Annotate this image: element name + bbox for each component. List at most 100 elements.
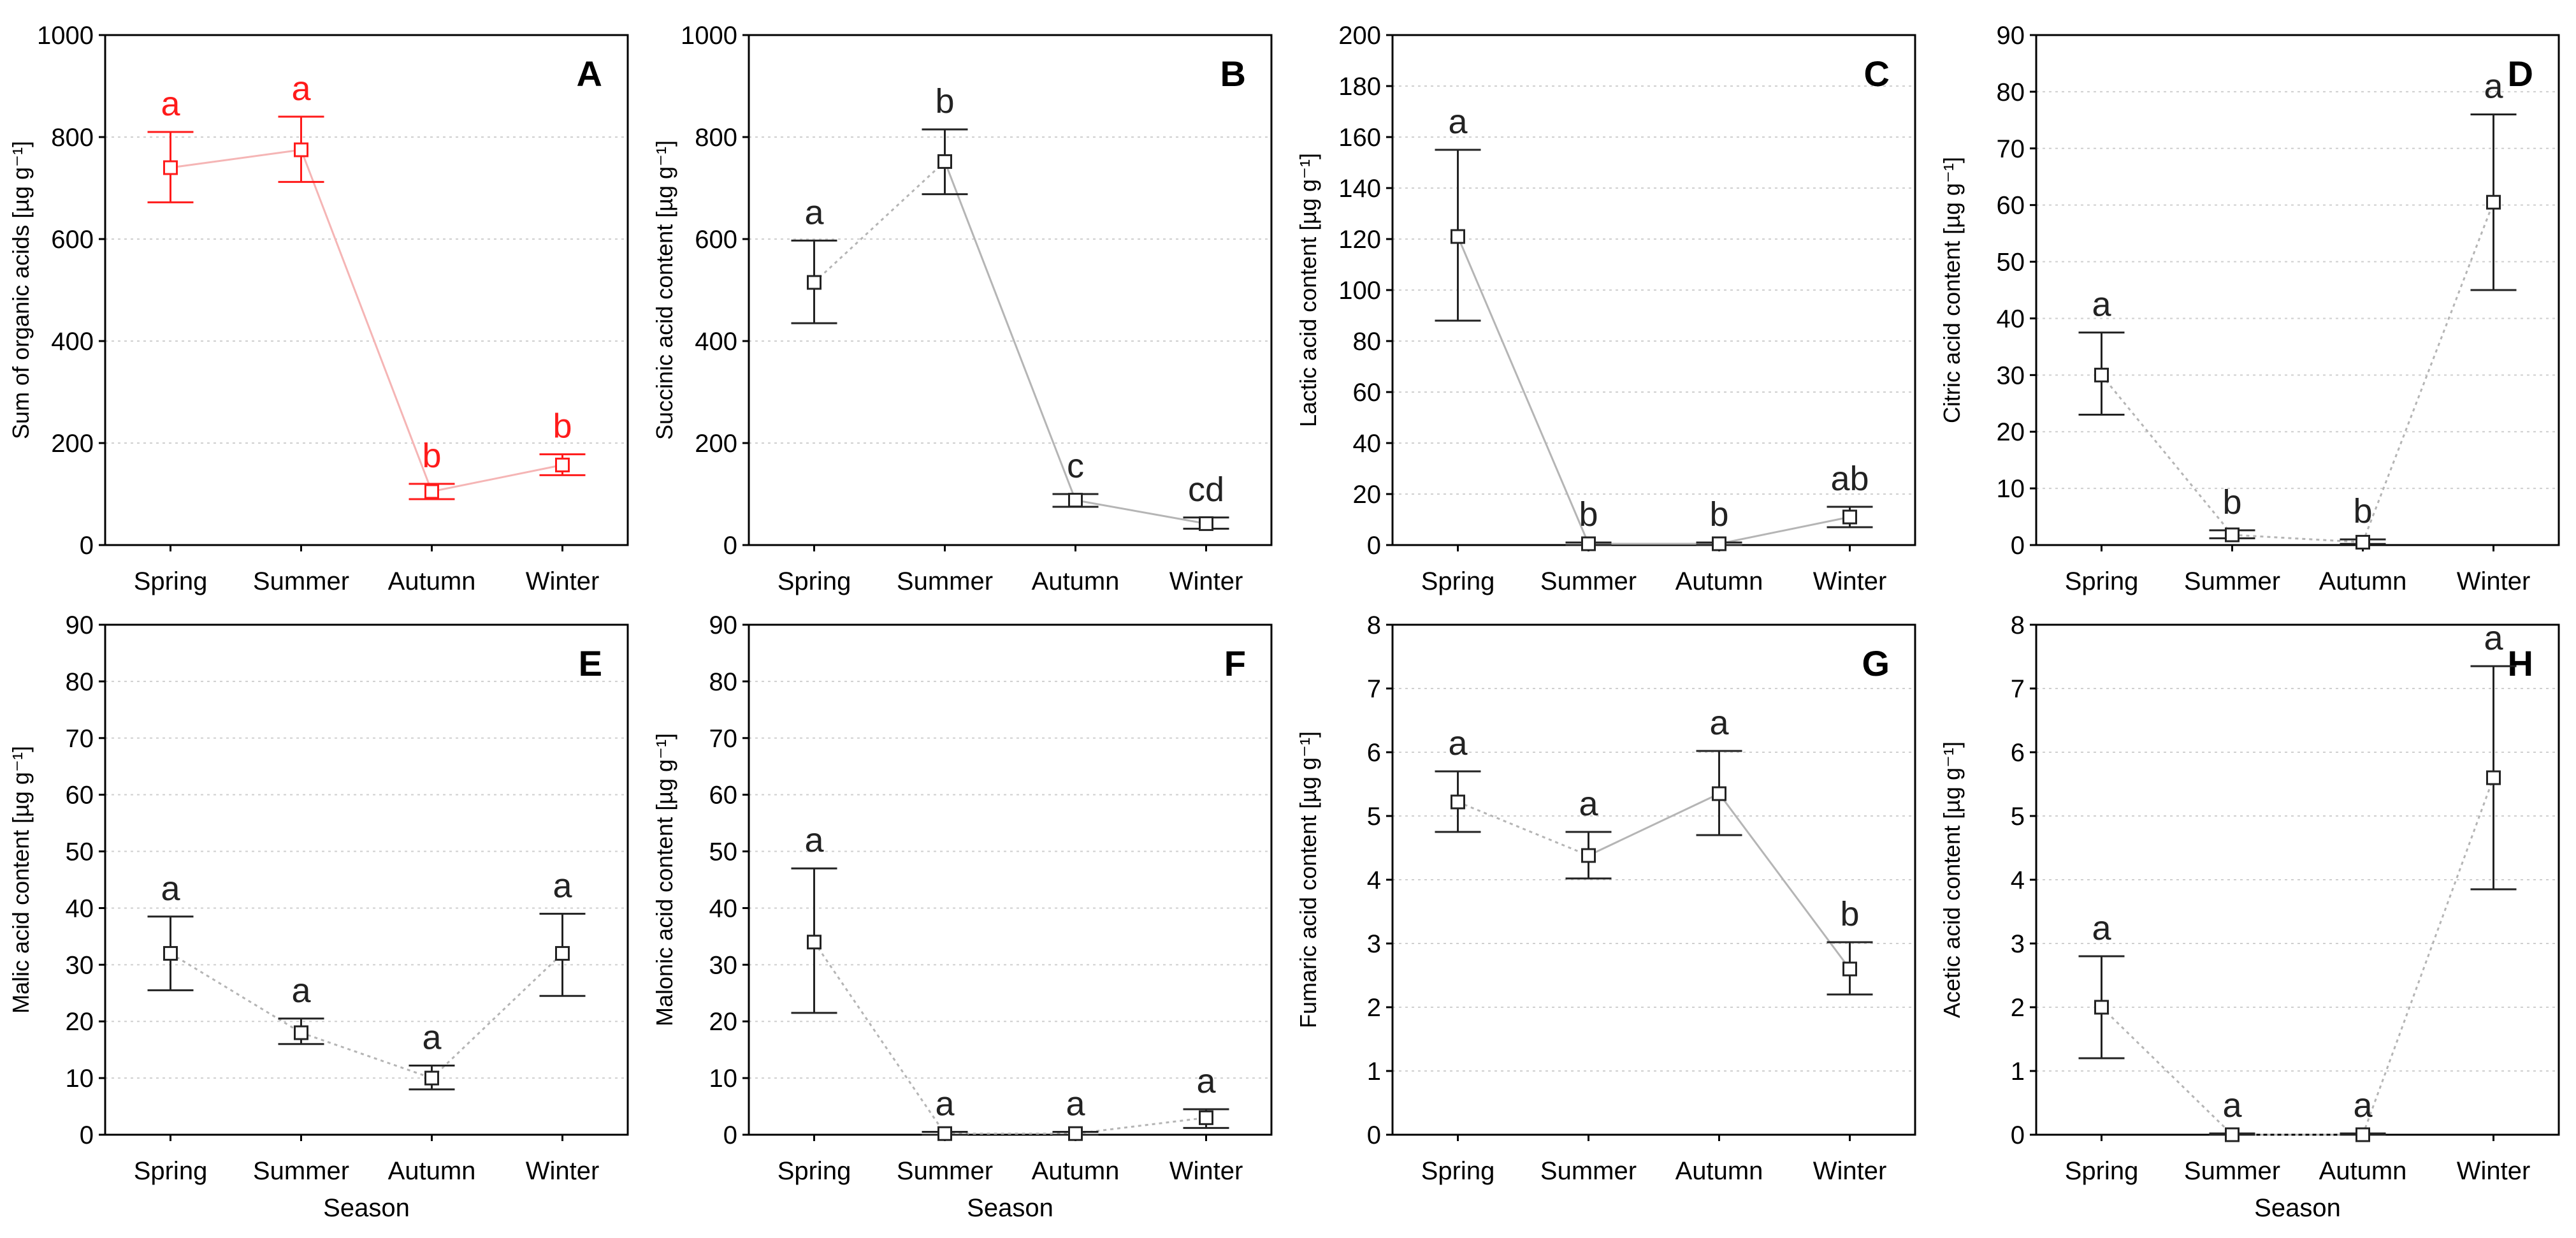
panel-a-y-tick-label: 0 [80,532,94,560]
panel-e-series-line [431,952,563,1079]
panel-c-group-label: b [1709,495,1728,534]
panel-b-x-tick-label: Spring [778,567,851,595]
panel-e-x-axis-label: Season [323,1194,410,1222]
panel-d-y-axis-label: Citric acid content [µg g⁻¹] [1939,157,1965,423]
panel-c-point [1581,536,1596,551]
panel-f: 0 10 20 30 40 50 60 70 80 90 Spring Summer Autumn Win… [651,611,1273,1222]
panel-f-y-tick-label: 20 [709,1008,738,1036]
panel-e-y-tick-label: 90 [66,611,94,639]
panel-d-group-label: b [2222,483,2241,521]
panel-b-group-label: b [935,82,954,120]
panel-c-y-tick-label: 60 [1353,379,1382,407]
panel-d-y-tick-label: 70 [1997,135,2025,163]
panel-e-x-tick-label: Summer [253,1157,349,1185]
panel-c-x-tick-label: Autumn [1675,567,1763,595]
panel-d-y-tick-label: 10 [1997,475,2025,503]
panel-g-y-tick-label: 5 [1367,803,1381,831]
panel-d-y-tick-label: 30 [1997,361,2025,390]
panel-c-y-tick-label: 180 [1338,73,1381,101]
panel-f-point [937,1126,952,1141]
panel-d-x-tick-label: Autumn [2319,567,2407,595]
panel-h-y-tick-label: 5 [2011,803,2025,831]
panel-a-point [163,160,178,175]
panel-c-y-tick-label: 80 [1353,328,1382,356]
panel-e-x-tick-label: Winter [526,1157,600,1185]
panel-g-y-tick-label: 0 [1367,1121,1381,1149]
panel-h-group-label: a [2092,909,2111,947]
panel-e-y-axis-label: Malic acid content [µg g⁻¹] [8,746,34,1014]
panel-c-y-tick-label: 40 [1353,430,1382,458]
panel-e-plot-frame [104,623,629,1136]
panel-b-y-tick-label: 1000 [681,22,737,50]
panel-a-letter: A [577,54,602,94]
panel-h-y-tick-label: 1 [2011,1058,2025,1086]
panel-e-y-tick-label: 20 [66,1008,94,1036]
panel-f-series-line [813,941,946,1135]
panel-b: 0 200 400 600 800 1000 Spring Summer Autumn Winte… [651,22,1273,595]
panel-b-series-line [813,161,946,284]
panel-e-letter: E [579,643,602,683]
panel-h: 0 1 2 3 4 5 6 7 8 Spring Summer Autumn Winter Acetic … [1939,611,2560,1222]
panel-g-series-line [1457,801,1589,857]
panel-d-x-tick-label: Summer [2184,567,2280,595]
panel-h-y-tick-label: 7 [2011,675,2025,703]
panel-c-x-tick-label: Winter [1813,567,1887,595]
panel-h-point [2486,770,2501,785]
panel-h-series-line [2101,1006,2233,1136]
panel-c-x-tick-label: Summer [1540,567,1637,595]
panel-c-point [1842,509,1857,525]
panel-e-group-label: a [553,866,572,905]
panel-h-letter: H [2508,643,2533,683]
panel-g-group-label: b [1840,895,1859,933]
panel-g-x-tick-label: Spring [1421,1157,1495,1185]
panel-g-x-tick-label: Winter [1813,1157,1887,1185]
panel-d-y-tick-label: 40 [1997,305,2025,333]
panel-f-x-tick-label: Winter [1169,1157,1243,1185]
panel-g-y-tick-label: 1 [1367,1058,1381,1086]
panel-c-group-label: a [1448,103,1468,141]
panel-b-y-axis-label: Succinic acid content [µg g⁻¹] [651,140,677,440]
panel-a-series-line [300,149,433,492]
panel-h-y-axis-label: Acetic acid content [µg g⁻¹] [1939,741,1965,1018]
panel-h-x-tick-label: Spring [2065,1157,2139,1185]
panel-c-group-label: b [1579,495,1598,534]
panel-e-y-tick-label: 40 [66,894,94,922]
panel-h-group-label: a [2484,619,2503,657]
panel-f-y-tick-label: 0 [723,1121,737,1149]
panel-d-y-tick-label: 90 [1997,22,2025,50]
panel-e-y-tick-label: 10 [66,1065,94,1093]
panel-e-group-label: a [422,1019,442,1057]
panel-h-group-label: a [2353,1086,2373,1125]
panel-d-y-tick-label: 80 [1997,78,2025,106]
panel-c-point [1451,229,1465,244]
panel-b-point [937,154,952,169]
panel-b-plot-frame [748,34,1273,546]
panel-a-group-label: b [553,407,572,446]
panel-a-plot-frame [104,34,629,546]
panel-h-y-tick-label: 8 [2011,611,2025,639]
panel-e-x-tick-label: Spring [134,1157,208,1185]
panel-e-group-label: a [161,870,180,908]
panel-h-y-tick-label: 3 [2011,930,2025,958]
panel-c: 0 20 40 60 80 100 120 140 160 180 200 Spring Summer A… [1295,22,1916,595]
panel-f-y-tick-label: 10 [709,1065,738,1093]
panel-d-series-line [2101,374,2233,535]
panel-h-x-tick-label: Winter [2457,1157,2531,1185]
panel-e-y-tick-label: 60 [66,782,94,810]
panel-g-y-tick-label: 8 [1367,611,1381,639]
panel-h-point [2094,1000,2109,1015]
panel-f-letter: F [1224,643,1246,683]
panel-a-y-tick-label: 600 [51,226,94,254]
panel-e-y-tick-label: 70 [66,725,94,753]
panel-h-x-axis-label: Season [2254,1194,2341,1222]
panel-f-point [1068,1126,1083,1141]
panel-h-y-tick-label: 0 [2011,1121,2025,1149]
panel-a-x-tick-label: Spring [134,567,208,595]
panel-a-y-tick-label: 400 [51,328,94,356]
panel-d: 0 10 20 30 40 50 60 70 80 90 Spring Summer Autumn Win… [1939,22,2560,595]
panel-h-x-tick-label: Summer [2184,1157,2280,1185]
panel-a-x-tick-label: Autumn [388,567,476,595]
panel-e-series-line [301,1031,432,1079]
panel-d-series-line [2232,534,2363,544]
